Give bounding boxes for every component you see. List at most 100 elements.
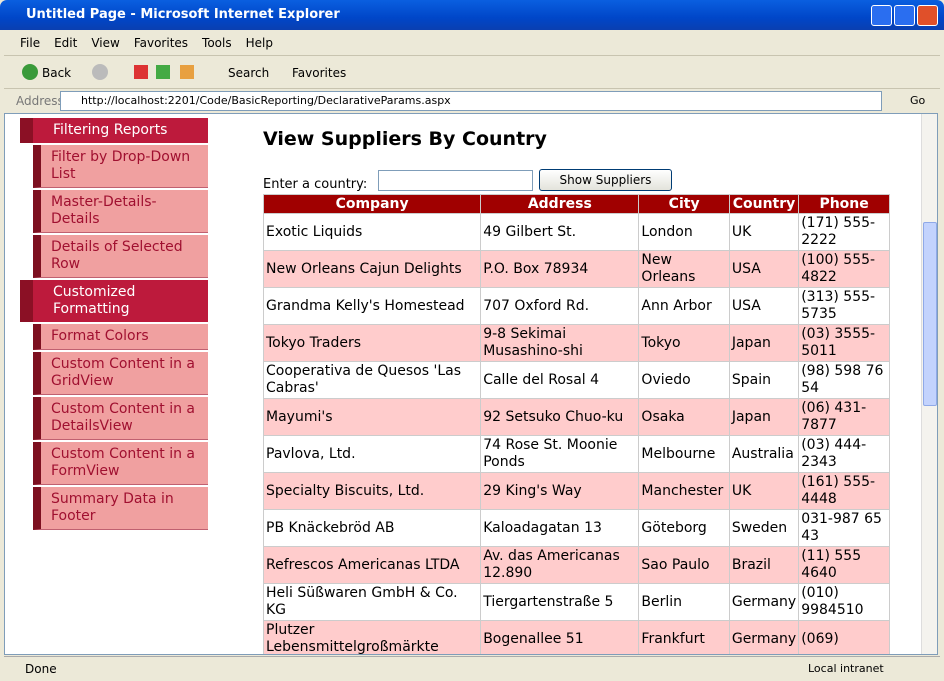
table-cell: Germany [728, 620, 800, 654]
table-cell: 92 Setsuko Chuo-ku [480, 398, 640, 436]
scroll-thumb[interactable] [923, 222, 937, 406]
go-button[interactable]: Go [910, 94, 926, 107]
table-cell: 9-8 Sekimai Musashino-shi [480, 324, 640, 362]
table-cell: Mayumi's [262, 398, 482, 436]
table-cell: PB Knäckebröd AB [262, 509, 482, 547]
back-button[interactable]: Back [42, 66, 72, 80]
sidebar-section[interactable]: Customized Formatting [20, 280, 208, 322]
window-title: Untitled Page - Microsoft Internet Explo… [26, 7, 340, 22]
table-cell: Spain [728, 361, 800, 399]
column-header: Company [262, 194, 482, 214]
favorites-button[interactable]: Favorites [292, 66, 347, 80]
title-bar: Untitled Page - Microsoft Internet Explo… [0, 0, 944, 30]
home-icon[interactable] [180, 65, 194, 79]
sidebar-link[interactable]: Format Colors [33, 324, 208, 350]
table-cell: Manchester [638, 472, 730, 510]
column-header: Address [480, 194, 640, 214]
menu-item[interactable]: View [91, 35, 120, 50]
sidebar-link[interactable]: Custom Content in a GridView [33, 352, 208, 395]
table-cell: Germany [728, 583, 800, 621]
minimize-button[interactable] [871, 5, 892, 26]
table-cell: (06) 431-7877 [798, 398, 890, 436]
menu-item[interactable]: Edit [54, 35, 78, 50]
table-cell: New Orleans Cajun Delights [262, 250, 482, 288]
address-label: Address [16, 94, 64, 108]
table-cell: Specialty Biscuits, Ltd. [262, 472, 482, 510]
address-input[interactable]: http://localhost:2201/Code/BasicReportin… [60, 91, 882, 111]
table-cell: 49 Gilbert St. [480, 213, 640, 251]
sidebar-link[interactable]: Summary Data in Footer [33, 487, 208, 530]
table-cell: (313) 555-5735 [798, 287, 890, 325]
header-row: Company Address City Country Phone [262, 194, 890, 214]
table-row: Tokyo Traders 9-8 Sekimai Musashino-shi To… [262, 324, 890, 362]
scrollbar[interactable] [921, 114, 937, 654]
table-cell: Japan [728, 398, 800, 436]
table-cell: (171) 555-2222 [798, 213, 890, 251]
table-cell: USA [728, 287, 800, 325]
table-cell: Calle del Rosal 4 [480, 361, 640, 399]
show-suppliers-button[interactable]: Show Suppliers [539, 169, 672, 191]
back-icon [22, 64, 38, 80]
sidebar-link[interactable]: Filter by Drop-Down List [33, 145, 208, 188]
stop-icon[interactable] [134, 65, 148, 79]
refresh-icon[interactable] [156, 65, 170, 79]
suppliers-table: Company Address City Country Phone Exotic Liq… [262, 194, 890, 654]
table-cell: Sao Paulo [638, 546, 730, 584]
menu-item[interactable]: Tools [202, 35, 232, 50]
close-button[interactable] [917, 5, 938, 26]
menu-item[interactable]: Favorites [133, 35, 189, 50]
table-cell: USA [728, 250, 800, 288]
country-input[interactable] [378, 170, 533, 191]
table-row: Cooperativa de Quesos 'Las Cabras' Calle … [262, 361, 890, 399]
status-text: Done [25, 662, 57, 676]
table-cell: (98) 598 76 54 [798, 361, 890, 399]
table-cell: 031-987 65 43 [798, 509, 890, 547]
table-cell: Australia [728, 435, 800, 473]
sidebar-link[interactable]: Custom Content in a DetailsView [33, 397, 208, 440]
menu-item[interactable]: File [20, 35, 41, 50]
table-cell: (069) [798, 620, 890, 654]
forward-icon[interactable] [92, 64, 108, 80]
toolbar: Back Search Favorites [4, 57, 940, 89]
table-cell: Ann Arbor [638, 287, 730, 325]
column-header: City [638, 194, 730, 214]
table-cell: Grandma Kelly's Homestead [262, 287, 482, 325]
sidebar-link[interactable]: Master-Details-Details [33, 190, 208, 233]
table-cell: (11) 555 4640 [798, 546, 890, 584]
maximize-button[interactable] [894, 5, 915, 26]
filter-form: Enter a country: Show Suppliers [263, 168, 893, 194]
table-cell: Osaka [638, 398, 730, 436]
table-cell: London [638, 213, 730, 251]
sidebar-link[interactable]: Custom Content in a FormView [33, 442, 208, 485]
table-cell: Berlin [638, 583, 730, 621]
table-cell: Japan [728, 324, 800, 362]
zone-text: Local intranet [808, 662, 884, 675]
table-row: Heli Süßwaren GmbH & Co. KG Tiergartenstr… [262, 583, 890, 621]
table-row: Pavlova, Ltd. 74 Rose St. Moonie Ponds Mel… [262, 435, 890, 473]
table-cell: 29 King's Way [480, 472, 640, 510]
table-cell: 74 Rose St. Moonie Ponds [480, 435, 640, 473]
table-row: Specialty Biscuits, Ltd. 29 King's Way Man… [262, 472, 890, 510]
table-cell: 707 Oxford Rd. [480, 287, 640, 325]
menu-bar: File Edit View Favorites Tools Help [4, 30, 940, 56]
status-bar: Done Local intranet [4, 656, 940, 678]
search-button[interactable]: Search [228, 66, 270, 80]
table-cell: Av. das Americanas 12.890 [480, 546, 640, 584]
table-cell: Melbourne [638, 435, 730, 473]
sidebar-section[interactable]: Filtering Reports [20, 118, 208, 143]
sidebar-link[interactable]: Details of Selected Row [33, 235, 208, 278]
table-cell: Sweden [728, 509, 800, 547]
table-cell: UK [728, 472, 800, 510]
table-cell: Tokyo [638, 324, 730, 362]
table-row: New Orleans Cajun Delights P.O. Box 78934… [262, 250, 890, 288]
table-cell: Tiergartenstraße 5 [480, 583, 640, 621]
menu-item[interactable]: Help [245, 35, 273, 50]
table-cell: (100) 555-4822 [798, 250, 890, 288]
table-cell: Exotic Liquids [262, 213, 482, 251]
table-cell: (03) 3555-5011 [798, 324, 890, 362]
table-cell: (010) 9984510 [798, 583, 890, 621]
table-row: Mayumi's 92 Setsuko Chuo-ku Osaka Japan (06)… [262, 398, 890, 436]
table-cell: (161) 555-4448 [798, 472, 890, 510]
